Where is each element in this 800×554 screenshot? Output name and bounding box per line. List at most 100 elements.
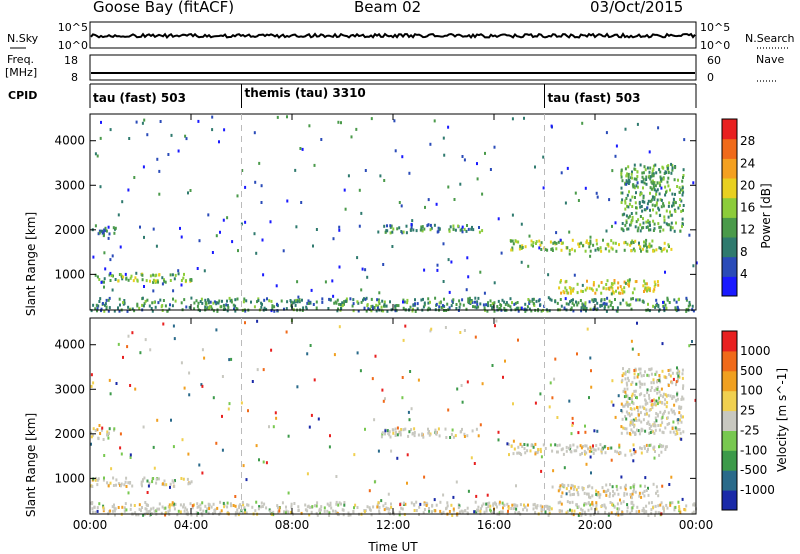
echo-cell bbox=[663, 215, 666, 219]
echo-cell bbox=[550, 298, 553, 302]
echo-cell bbox=[245, 478, 248, 482]
echo-cell bbox=[244, 185, 247, 189]
echo-cell bbox=[103, 454, 106, 457]
colorbar-swatch bbox=[722, 390, 737, 412]
echo-cell bbox=[461, 225, 464, 229]
echo-cell bbox=[618, 243, 620, 247]
echo-cell bbox=[451, 428, 454, 432]
echo-cell bbox=[615, 289, 617, 293]
echo-cell bbox=[659, 247, 662, 250]
echo-cell bbox=[448, 306, 451, 310]
echo-cell bbox=[617, 286, 619, 290]
echo-cell bbox=[530, 239, 533, 243]
echo-cell bbox=[623, 485, 626, 489]
echo-cell bbox=[238, 511, 241, 515]
echo-cell bbox=[587, 242, 590, 245]
echo-cell bbox=[622, 500, 625, 504]
echo-cell bbox=[181, 438, 184, 442]
echo-cell bbox=[624, 127, 627, 131]
echo-cell bbox=[92, 381, 95, 385]
echo-cell bbox=[405, 231, 408, 235]
echo-cell bbox=[347, 174, 350, 178]
echo-cell bbox=[151, 301, 154, 305]
echo-cell bbox=[589, 241, 592, 245]
echo-cell bbox=[276, 303, 278, 307]
echo-cell bbox=[311, 505, 314, 509]
colorbar-tick-label: 500 bbox=[740, 364, 763, 378]
echo-cell bbox=[244, 220, 247, 224]
echo-cell bbox=[565, 445, 568, 449]
echo-cell bbox=[235, 307, 238, 310]
echo-cell bbox=[402, 298, 405, 302]
echo-cell bbox=[262, 460, 265, 464]
echo-cell bbox=[360, 300, 363, 304]
station-title: Goose Bay (fitACF) bbox=[93, 0, 235, 16]
echo-cell bbox=[276, 309, 279, 313]
echo-cell bbox=[146, 133, 149, 137]
echo-cell bbox=[680, 188, 682, 192]
echo-cell bbox=[486, 493, 489, 497]
echo-cell bbox=[656, 280, 659, 284]
echo-cell bbox=[397, 304, 400, 308]
echo-cell bbox=[427, 297, 430, 301]
echo-cell bbox=[300, 201, 303, 204]
echo-cell bbox=[581, 508, 584, 512]
echo-cell bbox=[355, 127, 358, 131]
echo-cell bbox=[651, 406, 654, 410]
echo-cell bbox=[384, 230, 387, 234]
echo-cell bbox=[625, 182, 628, 186]
echo-cell bbox=[658, 511, 661, 515]
echo-cell bbox=[208, 507, 211, 511]
echo-cell bbox=[373, 418, 376, 422]
echo-cell bbox=[514, 511, 517, 515]
echo-cell bbox=[616, 450, 619, 454]
echo-cell bbox=[98, 424, 101, 427]
echo-cell bbox=[402, 300, 404, 304]
echo-cell bbox=[597, 491, 600, 494]
echo-cell bbox=[113, 309, 116, 313]
echo-cell bbox=[626, 172, 629, 176]
echo-cell bbox=[620, 501, 623, 505]
echo-cell bbox=[660, 186, 663, 190]
echo-cell bbox=[114, 278, 117, 281]
echo-cell bbox=[433, 119, 436, 123]
echo-cell bbox=[560, 248, 563, 252]
echo-cell bbox=[182, 503, 185, 507]
echo-cell bbox=[672, 395, 675, 399]
echo-cell bbox=[643, 279, 646, 283]
echo-cell bbox=[595, 444, 598, 447]
echo-cell bbox=[648, 228, 650, 232]
echo-cell bbox=[489, 304, 492, 307]
echo-cell bbox=[143, 302, 146, 305]
echo-cell bbox=[583, 510, 586, 514]
echo-cell bbox=[307, 299, 310, 303]
echo-cell bbox=[315, 504, 318, 508]
echo-cell bbox=[354, 503, 357, 507]
echo-cell bbox=[560, 242, 563, 245]
echo-cell bbox=[592, 243, 595, 247]
echo-cell bbox=[453, 198, 456, 201]
echo-cell bbox=[109, 481, 112, 485]
echo-cell bbox=[139, 225, 141, 229]
echo-cell bbox=[674, 505, 677, 509]
echo-cell bbox=[660, 198, 663, 202]
echo-cell bbox=[497, 299, 500, 303]
echo-cell bbox=[650, 508, 653, 512]
echo-cell bbox=[610, 400, 613, 404]
echo-cell bbox=[164, 513, 167, 517]
echo-cell bbox=[534, 452, 537, 456]
echo-cell bbox=[437, 229, 440, 233]
echo-cell bbox=[664, 303, 667, 307]
echo-cell bbox=[655, 171, 658, 175]
echo-cell bbox=[645, 249, 648, 253]
echo-cell bbox=[356, 300, 359, 304]
echo-cell bbox=[96, 154, 99, 158]
echo-cell bbox=[226, 216, 229, 220]
echo-cell bbox=[457, 224, 460, 228]
echo-cell bbox=[324, 280, 327, 284]
echo-cell bbox=[619, 498, 621, 502]
echo-cell bbox=[621, 222, 624, 225]
colorbar-tick-label: 12 bbox=[740, 223, 755, 237]
echo-cell bbox=[574, 191, 577, 195]
echo-cell bbox=[470, 227, 473, 231]
